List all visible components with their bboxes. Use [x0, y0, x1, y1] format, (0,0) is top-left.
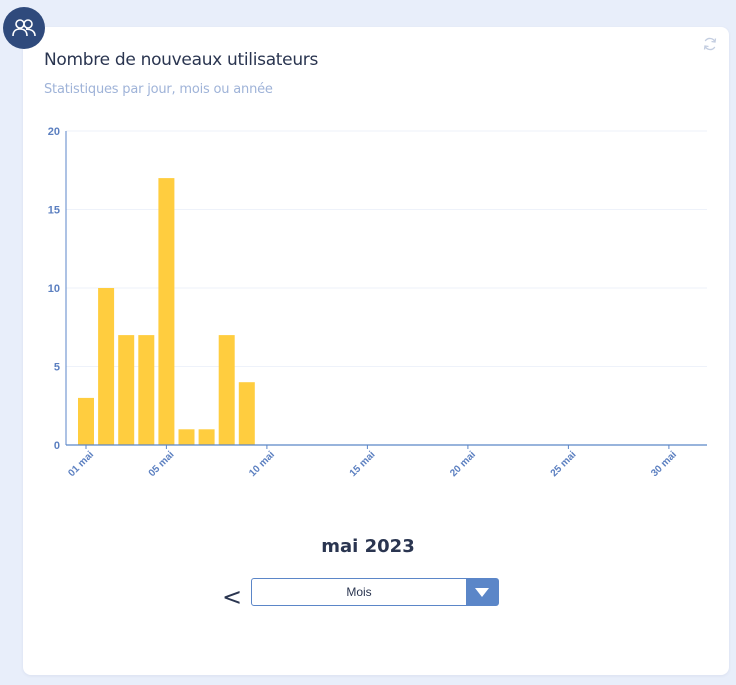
period-type-select[interactable]: Mois: [251, 578, 499, 606]
previous-period-button[interactable]: <: [222, 583, 243, 611]
bar: [138, 335, 155, 445]
bar: [78, 397, 94, 445]
card-subtitle: Statistiques par jour, mois ou année: [44, 82, 273, 97]
refresh-icon[interactable]: [702, 36, 718, 52]
y-tick-label: 0: [54, 440, 60, 452]
bar: [118, 335, 135, 445]
bar: [158, 178, 175, 445]
x-tick-label: 25 mai: [549, 449, 579, 479]
y-tick-label: 20: [48, 126, 60, 138]
bar: [198, 429, 215, 445]
caret-down-icon[interactable]: [466, 579, 498, 605]
bar: [218, 335, 235, 445]
y-tick-label: 10: [48, 283, 60, 295]
x-tick-label: 30 mai: [649, 449, 679, 479]
bar: [98, 288, 115, 445]
card-title: Nombre de nouveaux utilisateurs: [44, 50, 319, 70]
period-label: mai 2023: [321, 536, 415, 557]
x-tick-label: 20 mai: [448, 449, 478, 479]
x-tick-label: 05 mai: [147, 449, 177, 479]
y-tick-label: 15: [48, 205, 60, 217]
select-value: Mois: [346, 585, 372, 599]
bar: [178, 429, 195, 445]
new-users-bar-chart: 0 5 10 15 20 01 mai 05 mai 10 mai 15 mai 20 mai 25…: [48, 126, 707, 479]
bar: [238, 382, 255, 445]
y-tick-label: 5: [54, 362, 60, 374]
users-icon: [3, 7, 45, 49]
x-tick-label: 10 mai: [247, 449, 277, 479]
x-tick-label: 15 mai: [348, 449, 378, 479]
x-tick-label: 01 mai: [66, 449, 96, 479]
